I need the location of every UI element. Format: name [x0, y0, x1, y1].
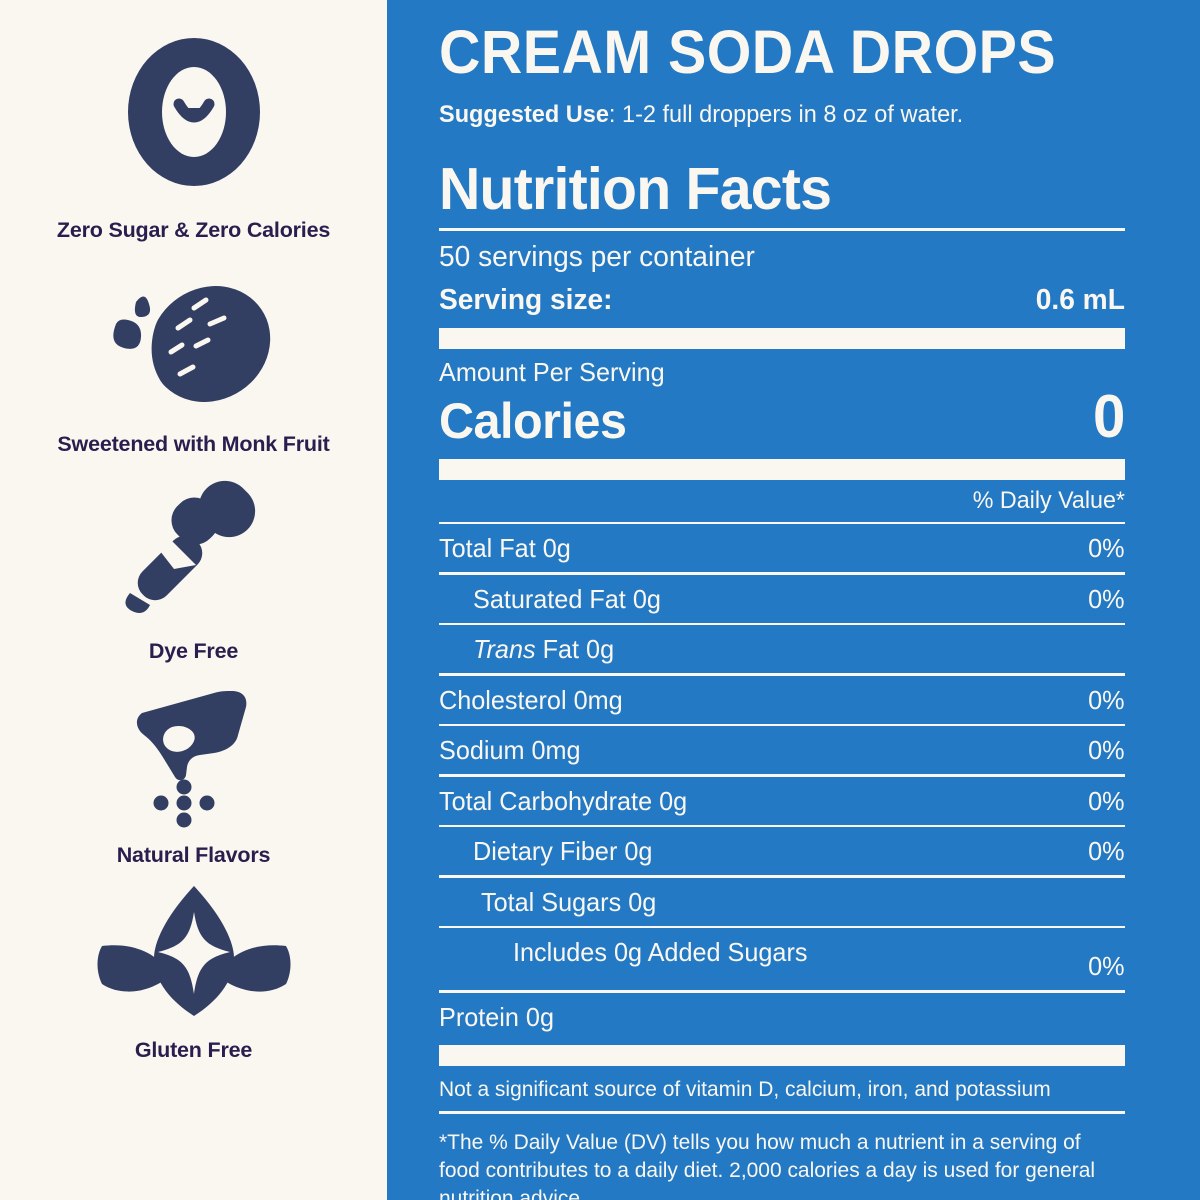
suggested-use: Suggested Use: 1-2 full droppers in 8 oz…: [439, 101, 1098, 129]
nutrient-name: Trans Fat 0g: [473, 636, 614, 662]
nutrient-name: Protein 0g: [439, 1001, 554, 1032]
thick-divider: [439, 458, 1125, 480]
table-row: Total Carbohydrate 0g 0%: [439, 777, 1125, 825]
monk-fruit-slice-icon: [94, 272, 294, 412]
divider: [439, 875, 1125, 878]
nutrient-dv: 0%: [1088, 785, 1125, 816]
feature-natural-flavors: Natural Flavors: [0, 683, 387, 867]
nutrient-dv: 0%: [1088, 836, 1125, 867]
nutrient-dv: 0%: [1088, 684, 1125, 715]
feature-dye-free: Dye Free: [0, 477, 387, 663]
nutrient-name-rest: Fat 0g: [535, 634, 615, 665]
nutrient-name: Sodium 0mg: [439, 735, 581, 766]
servings-per-container: 50 servings per container: [439, 240, 755, 273]
feature-label: Zero Sugar & Zero Calories: [56, 218, 331, 242]
thick-divider: [439, 327, 1125, 349]
nutrient-dv: 0%: [1088, 951, 1125, 982]
divider: [439, 990, 1125, 993]
divider: [439, 925, 1125, 929]
serving-size-label: Serving size:: [439, 283, 613, 316]
serving-size-value: 0.6 mL: [1035, 283, 1125, 316]
feature-monk-fruit: Sweetened with Monk Fruit: [0, 272, 387, 456]
suggested-use-text: : 1-2 full droppers in 8 oz of water.: [608, 101, 964, 128]
zero-sugar-icon: [119, 36, 269, 188]
nutrient-dv: 0%: [1088, 735, 1125, 766]
divider: [439, 774, 1125, 777]
thick-divider: [439, 1044, 1125, 1066]
feature-zero-sugar: Zero Sugar & Zero Calories: [0, 36, 387, 242]
divider: [439, 521, 1125, 525]
nutrition-facts-title: Nutrition Facts: [439, 155, 832, 222]
table-row: Includes 0g Added Sugars 0%: [439, 928, 1125, 990]
nutrient-name: Total Carbohydrate 0g: [439, 785, 688, 816]
divider: [439, 824, 1125, 828]
nutrient-dv: 0%: [1088, 583, 1125, 614]
calories-value: 0: [1092, 382, 1125, 450]
nutrition-table: 50 servings per container Serving size: …: [439, 227, 1125, 1200]
feature-label: Sweetened with Monk Fruit: [57, 431, 330, 456]
divider: [439, 622, 1125, 626]
feature-gluten-free: Gluten Free: [0, 884, 387, 1062]
table-row: Sodium 0mg 0%: [439, 726, 1125, 774]
nutrient-name: Includes 0g Added Sugars: [513, 937, 808, 968]
amount-per-serving-label: Amount Per Serving: [439, 356, 665, 387]
divider: [439, 1111, 1125, 1114]
feature-label: Gluten Free: [134, 1038, 253, 1062]
table-row: Saturated Fat 0g 0%: [439, 575, 1125, 623]
nutrient-name: Cholesterol 0mg: [439, 684, 623, 715]
nutrient-name: Total Sugars 0g: [481, 886, 657, 917]
dropper-pipette-icon: [114, 477, 274, 617]
calories-row: Calories 0: [439, 385, 1125, 459]
feature-label: Dye Free: [148, 639, 239, 663]
table-row: Dietary Fiber 0g 0%: [439, 827, 1125, 875]
features-panel: Zero Sugar & Zero Calories: [0, 0, 387, 1200]
table-row: Cholesterol 0mg 0%: [439, 676, 1125, 724]
serving-size-row: Serving size: 0.6 mL: [439, 284, 1125, 328]
table-row: Trans Fat 0g: [439, 625, 1125, 673]
footnote-daily-value: *The % Daily Value (DV) tells you how mu…: [439, 1129, 1096, 1200]
leaves-sparkle-icon: [94, 884, 294, 1020]
feature-label: Natural Flavors: [116, 842, 271, 867]
nutrient-name: Dietary Fiber 0g: [473, 836, 653, 867]
nutrient-dv: 0%: [1088, 533, 1125, 564]
nutrient-name: Saturated Fat 0g: [473, 583, 661, 614]
nutrition-facts-panel: CREAM SODA DROPS Suggested Use: 1-2 full…: [387, 0, 1200, 1200]
divider: [439, 673, 1125, 676]
table-row: Protein 0g: [439, 993, 1125, 1041]
calories-label: Calories: [439, 392, 627, 449]
daily-value-header: % Daily Value*: [972, 486, 1125, 514]
suggested-use-label: Suggested Use: [439, 101, 609, 128]
divider: [439, 572, 1125, 575]
divider: [439, 723, 1125, 727]
page-title: CREAM SODA DROPS: [439, 18, 1057, 86]
table-row: Total Fat 0g 0%: [439, 524, 1125, 572]
divider: [439, 227, 1125, 231]
nutrient-name: Total Fat 0g: [439, 533, 571, 564]
hand-sprinkle-icon: [114, 683, 274, 831]
footnote-not-significant: Not a significant source of vitamin D, c…: [439, 1076, 1051, 1101]
table-row: Total Sugars 0g: [439, 878, 1125, 926]
nutrient-name-italic: Trans: [473, 634, 536, 665]
